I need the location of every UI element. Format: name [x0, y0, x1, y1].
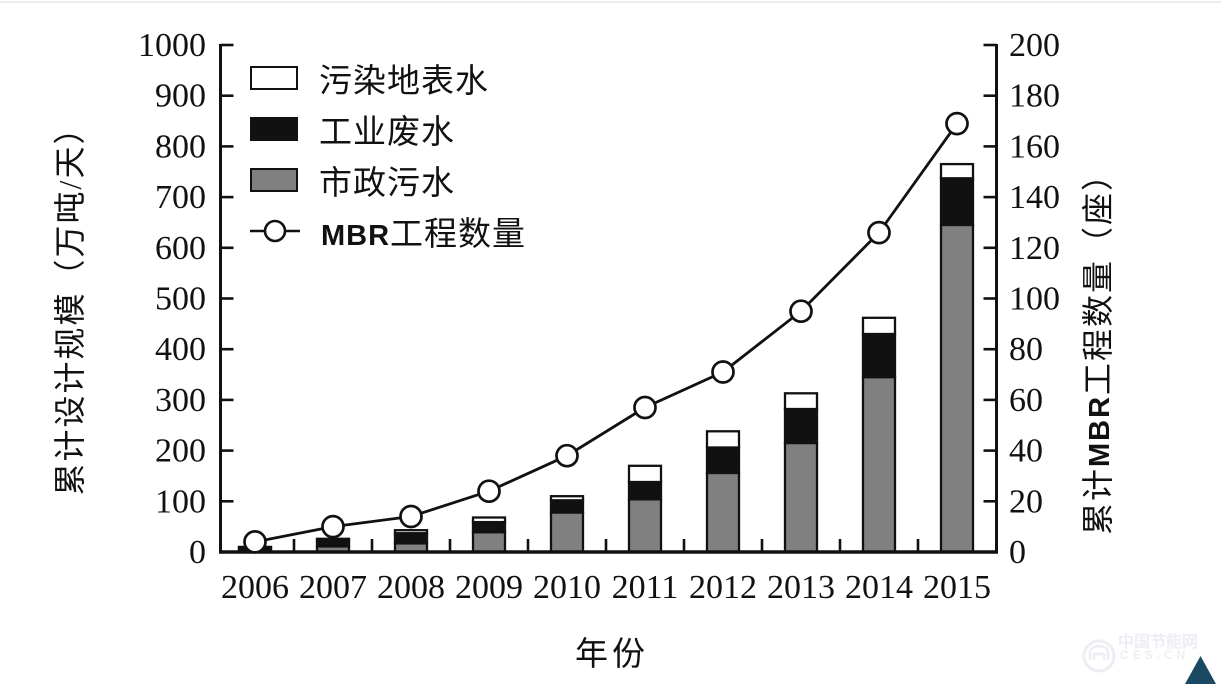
legend-label: MBR工程数量: [321, 207, 526, 255]
bar-segment-2010-2: [549, 495, 585, 502]
bar-segment-2010-0: [549, 511, 585, 554]
right-axis-tick-label: 140: [1009, 179, 1060, 216]
line-open-circle-swatch: [250, 219, 300, 242]
left-axis-tick-label: 700: [155, 179, 206, 216]
right-axis-tick-label: 0: [1009, 534, 1026, 571]
mbr-count-marker-2007: [321, 514, 345, 539]
left-axis-tick-label: 900: [155, 78, 206, 115]
gray-box-swatch: [250, 167, 298, 192]
mbr-count-marker-2010: [555, 443, 579, 468]
mbr-count-marker-2012: [711, 360, 735, 384]
bar-segment-2010-1: [549, 499, 585, 514]
legend: 污染地表水 工业废水 市政污水 MBR工程数量: [250, 52, 526, 256]
left-axis-tick-label: 400: [155, 331, 206, 368]
right-axis-tick-label: 180: [1009, 78, 1060, 115]
x-axis-year-label: 2011: [612, 569, 679, 606]
bar-segment-2011-2: [627, 464, 663, 484]
left-axis-tick-label: 100: [155, 483, 206, 520]
legend-label: 市政污水: [319, 165, 455, 202]
corner-triangle: [1185, 656, 1216, 684]
bar-segment-2011-1: [627, 480, 663, 501]
bar-segment-2007-2: [315, 537, 351, 542]
legend-label: 工业废水: [319, 114, 455, 151]
bar-segment-2015-1: [939, 177, 975, 227]
legend-label-mbr: MBR: [321, 219, 391, 252]
left-axis-tick-label: 300: [155, 382, 206, 419]
bar-segment-2012-0: [705, 471, 741, 554]
bar-segment-2008-1: [393, 532, 429, 545]
bar-segment-2012-2: [705, 430, 741, 449]
right-axis-title-suffix: 工程数量（座）: [1080, 156, 1116, 395]
right-axis-title: 累计MBR工程数量（座）: [1073, 157, 1119, 535]
x-axis-year-label: 2006: [221, 569, 289, 606]
legend-label: 污染地表水: [319, 63, 489, 100]
mbr-count-marker-2006: [243, 530, 267, 554]
bar-segment-2014-0: [861, 375, 897, 554]
right-axis-tick-label: 40: [1009, 433, 1043, 470]
bar-segment-2009-1: [471, 520, 507, 534]
corner-triangle-icon: [1185, 656, 1216, 684]
legend-item-mbr-project-count: MBR工程数量: [250, 205, 526, 256]
right-axis-tick-label: 20: [1009, 483, 1043, 520]
right-axis-title-mbr: MBR: [1084, 394, 1116, 468]
right-axis-tick-label: 200: [1009, 27, 1060, 64]
bar-segment-2009-2: [471, 516, 507, 524]
bar-segment-2015-0: [939, 223, 975, 554]
left-axis-tick-label: 500: [155, 281, 206, 318]
left-axis-tick-label: 600: [155, 230, 206, 267]
mbr-count-marker-2015: [945, 111, 969, 136]
legend-label-zh: 工程数量: [390, 216, 527, 253]
left-axis-title: 累计设计规模（万吨/天）: [52, 110, 88, 496]
right-axis-tick-label: 160: [1009, 128, 1060, 165]
legend-item-municipal-sewage: 市政污水: [250, 154, 526, 205]
right-axis-tick-label: 120: [1009, 230, 1060, 267]
mbr-count-marker-2008: [399, 504, 423, 529]
white-box-swatch: [250, 65, 298, 90]
mbr-count-marker-2011: [633, 395, 657, 420]
right-axis-tick-label: 100: [1009, 281, 1060, 318]
legend-item-polluted-surface-water: 污染地表水: [250, 52, 526, 103]
bar-segment-2014-2: [861, 316, 897, 336]
x-axis-year-label: 2015: [923, 569, 991, 606]
mbr-count-marker-2013: [789, 299, 813, 324]
mbr-count-line: [254, 122, 959, 544]
x-axis-year-label: 2008: [377, 569, 445, 606]
left-axis-tick-label: 200: [155, 433, 206, 470]
bar-segment-2013-0: [783, 441, 819, 554]
x-axis-year-label: 2013: [767, 569, 835, 606]
x-axis-title: 年份: [575, 637, 649, 673]
right-axis-tick-label: 60: [1009, 382, 1043, 419]
bar-segment-2014-1: [861, 332, 897, 379]
bar-segment-2008-2: [393, 529, 429, 535]
bar-segment-2013-1: [783, 407, 819, 445]
legend-item-industrial-wastewater: 工业废水: [250, 103, 526, 154]
x-axis-year-label: 2014: [845, 569, 913, 606]
bar-segment-2015-2: [939, 162, 975, 180]
x-axis-year-label: 2009: [455, 569, 523, 606]
mbr-count-marker-2009: [477, 479, 501, 504]
x-axis-year-label: 2010: [533, 569, 601, 606]
bar-segment-2013-2: [783, 392, 819, 411]
bar-segment-2011-0: [627, 498, 663, 554]
right-axis-title-prefix: 累计: [1080, 467, 1116, 536]
left-axis-tick-label: 800: [155, 128, 206, 165]
x-axis-year-label: 2007: [299, 569, 367, 606]
left-axis-tick-label: 0: [189, 534, 206, 571]
right-axis-tick-label: 80: [1009, 331, 1043, 368]
mbr-count-marker-2014: [867, 220, 891, 245]
black-box-swatch: [250, 116, 298, 141]
bar-segment-2009-0: [471, 531, 507, 554]
left-axis-tick-label: 1000: [138, 27, 206, 64]
x-axis-year-label: 2012: [689, 569, 757, 606]
top-border-line: [0, 1, 1221, 3]
bar-segment-2012-1: [705, 446, 741, 475]
